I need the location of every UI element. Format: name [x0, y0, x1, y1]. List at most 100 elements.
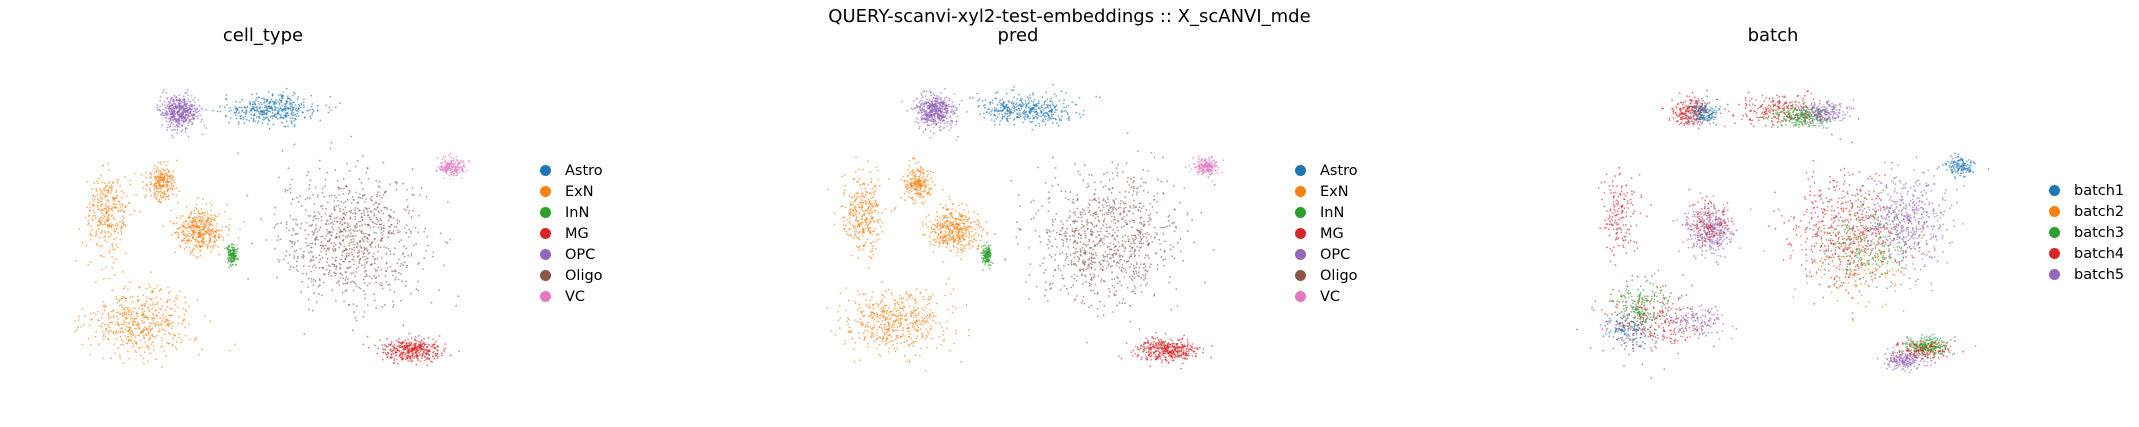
- point: [318, 229, 321, 231]
- point: [1062, 278, 1065, 280]
- point: [274, 106, 277, 109]
- point: [1122, 298, 1125, 300]
- point: [344, 213, 347, 216]
- point: [1150, 152, 1153, 154]
- point: [201, 108, 204, 111]
- point: [1052, 156, 1054, 159]
- point: [365, 257, 368, 260]
- point: [174, 297, 177, 299]
- point: [1121, 217, 1124, 220]
- point: [101, 268, 103, 271]
- point: [201, 225, 204, 228]
- point: [423, 359, 426, 362]
- point: [199, 233, 201, 235]
- point: [252, 119, 255, 121]
- point: [367, 177, 370, 180]
- cluster-oligo-0: [225, 135, 460, 338]
- point: [181, 225, 184, 228]
- point: [1101, 209, 1103, 212]
- point: [284, 108, 287, 110]
- point: [1112, 243, 1115, 246]
- point: [385, 206, 388, 209]
- point: [209, 222, 212, 225]
- point: [160, 308, 163, 311]
- point: [207, 218, 209, 221]
- point: [195, 226, 198, 229]
- point: [142, 357, 145, 360]
- point: [892, 298, 895, 301]
- point: [1109, 248, 1111, 251]
- point: [180, 341, 183, 344]
- point: [209, 239, 212, 241]
- point: [422, 350, 425, 353]
- point: [300, 222, 303, 225]
- point: [250, 107, 253, 110]
- point: [918, 319, 921, 322]
- point: [305, 237, 307, 240]
- point: [294, 104, 297, 106]
- point: [363, 235, 366, 238]
- point: [198, 110, 201, 112]
- point: [1121, 302, 1124, 304]
- point: [143, 303, 145, 305]
- point: [112, 224, 114, 227]
- point: [326, 220, 329, 223]
- point: [443, 350, 446, 353]
- point: [1113, 237, 1116, 240]
- point: [205, 220, 207, 223]
- point: [160, 336, 163, 339]
- point: [1017, 194, 1020, 197]
- point: [293, 92, 296, 95]
- point: [930, 325, 932, 328]
- point: [110, 316, 113, 318]
- point: [372, 221, 375, 224]
- point: [874, 339, 876, 342]
- point: [1090, 266, 1093, 269]
- point: [346, 226, 349, 229]
- point: [103, 221, 106, 224]
- point: [1051, 185, 1054, 188]
- point: [294, 113, 296, 116]
- point: [371, 277, 373, 280]
- point: [1139, 210, 1142, 213]
- point: [393, 253, 395, 256]
- point: [185, 234, 187, 237]
- point: [181, 129, 184, 132]
- point: [289, 191, 292, 194]
- point: [1077, 229, 1080, 232]
- point: [215, 223, 218, 225]
- point: [154, 336, 157, 338]
- point: [120, 303, 123, 306]
- point: [171, 188, 174, 191]
- point: [341, 292, 344, 294]
- point: [301, 255, 303, 258]
- point: [197, 243, 200, 245]
- point: [1156, 264, 1159, 266]
- point: [189, 225, 192, 227]
- point: [415, 340, 418, 342]
- point: [142, 362, 145, 365]
- point: [1071, 228, 1074, 230]
- point: [364, 271, 366, 273]
- point: [186, 227, 189, 230]
- point: [176, 298, 179, 300]
- point: [1080, 301, 1083, 304]
- point: [229, 259, 232, 262]
- point: [249, 100, 252, 103]
- point: [422, 342, 425, 345]
- point: [1129, 250, 1132, 253]
- point: [78, 228, 81, 230]
- point: [302, 257, 305, 260]
- point: [1142, 168, 1145, 171]
- point: [348, 169, 351, 172]
- point: [317, 109, 319, 112]
- point: [141, 321, 144, 324]
- point: [432, 355, 434, 358]
- point: [398, 344, 401, 347]
- point: [385, 247, 388, 249]
- point: [176, 227, 179, 230]
- point: [383, 224, 385, 227]
- point: [93, 211, 96, 214]
- point: [1118, 256, 1121, 258]
- point: [157, 330, 160, 333]
